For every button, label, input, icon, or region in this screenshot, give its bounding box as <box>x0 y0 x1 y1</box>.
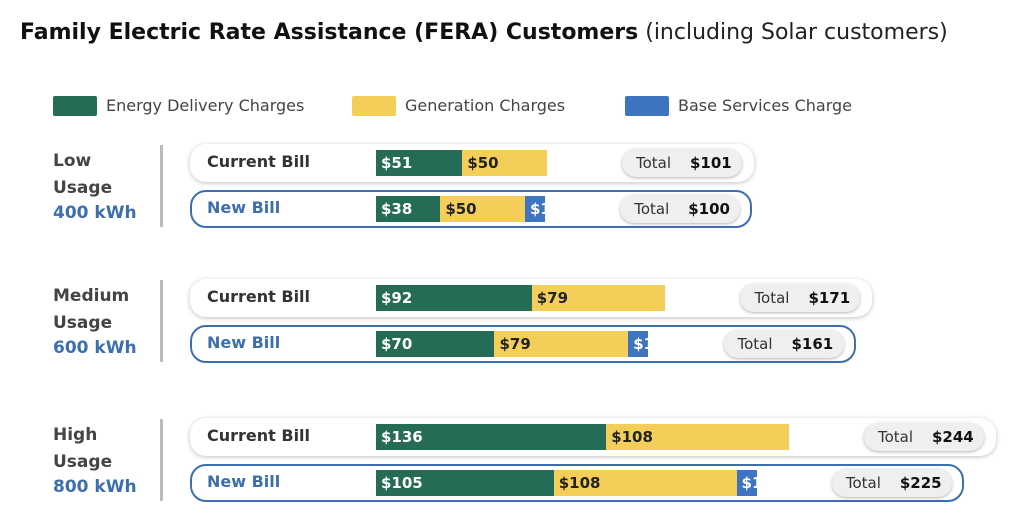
row-label: New Bill <box>207 198 281 217</box>
legend-label: Base Services Charge <box>678 96 853 115</box>
total-value: $161 <box>791 335 834 353</box>
row-label: New Bill <box>207 333 281 352</box>
bar-segment: $50 <box>440 196 525 222</box>
bar-segment: $12 <box>736 470 773 496</box>
row-label: Current Bill <box>207 426 311 445</box>
bar-segment: $50 <box>462 150 547 176</box>
legend-swatch <box>352 96 396 116</box>
row-label: Current Bill <box>207 287 311 306</box>
total-label: Total <box>634 200 670 218</box>
legend-label: Energy Delivery Charges <box>106 96 305 115</box>
legend-swatch <box>625 96 669 116</box>
group-usage: 600 kWh <box>53 338 137 358</box>
total-value: $171 <box>808 289 851 307</box>
chart-subtitle: (including Solar customers) <box>645 20 948 45</box>
total-label: Total <box>878 428 914 446</box>
divider <box>160 280 163 362</box>
total-pill: Total $244 <box>864 423 984 451</box>
group-label: Low Usage <box>53 151 113 198</box>
row-label: Current Bill <box>207 152 311 171</box>
legend-label: Generation Charges <box>405 96 566 115</box>
total-pill: Total $171 <box>740 284 861 312</box>
total-value: $100 <box>688 200 730 218</box>
bar-segment: $92 <box>376 285 532 311</box>
row-label: New Bill <box>207 472 281 491</box>
total-value: $225 <box>899 474 942 492</box>
total-label: Total <box>845 474 881 492</box>
bar-segment: $12 <box>524 196 561 222</box>
total-pill: Total $161 <box>723 330 844 358</box>
bar-segment: $38 <box>376 196 441 222</box>
bar-segment: $136 <box>376 424 607 450</box>
divider <box>160 419 163 501</box>
bar-segment: $79 <box>531 285 666 311</box>
total-label: Total <box>635 154 671 172</box>
total-pill: Total $101 <box>621 149 742 177</box>
bar-segment: $108 <box>606 424 789 450</box>
total-label: Total <box>737 335 773 353</box>
total-pill: Total $100 <box>620 195 741 223</box>
bar-segment: $70 <box>376 331 495 357</box>
group-label: Medium Usage <box>53 286 130 333</box>
group-label: High Usage <box>53 425 113 472</box>
total-label: Total <box>754 289 790 307</box>
total-value: $244 <box>932 428 974 446</box>
bar-segment: $105 <box>376 470 554 496</box>
total-pill: Total $225 <box>831 469 952 497</box>
chart-title: Family Electric Rate Assistance (FERA) C… <box>20 20 639 45</box>
title-block: Family Electric Rate Assistance (FERA) C… <box>20 20 948 45</box>
legend-swatch <box>53 96 97 116</box>
bar-segment: $108 <box>553 470 737 496</box>
divider <box>160 145 163 227</box>
bar-segment: $51 <box>376 150 463 176</box>
bar-segment: $12 <box>628 331 665 357</box>
bar-segment: $79 <box>494 331 629 357</box>
group-usage: 800 kWh <box>53 477 137 497</box>
total-value: $101 <box>689 154 732 172</box>
group-usage: 400 kWh <box>53 203 137 223</box>
